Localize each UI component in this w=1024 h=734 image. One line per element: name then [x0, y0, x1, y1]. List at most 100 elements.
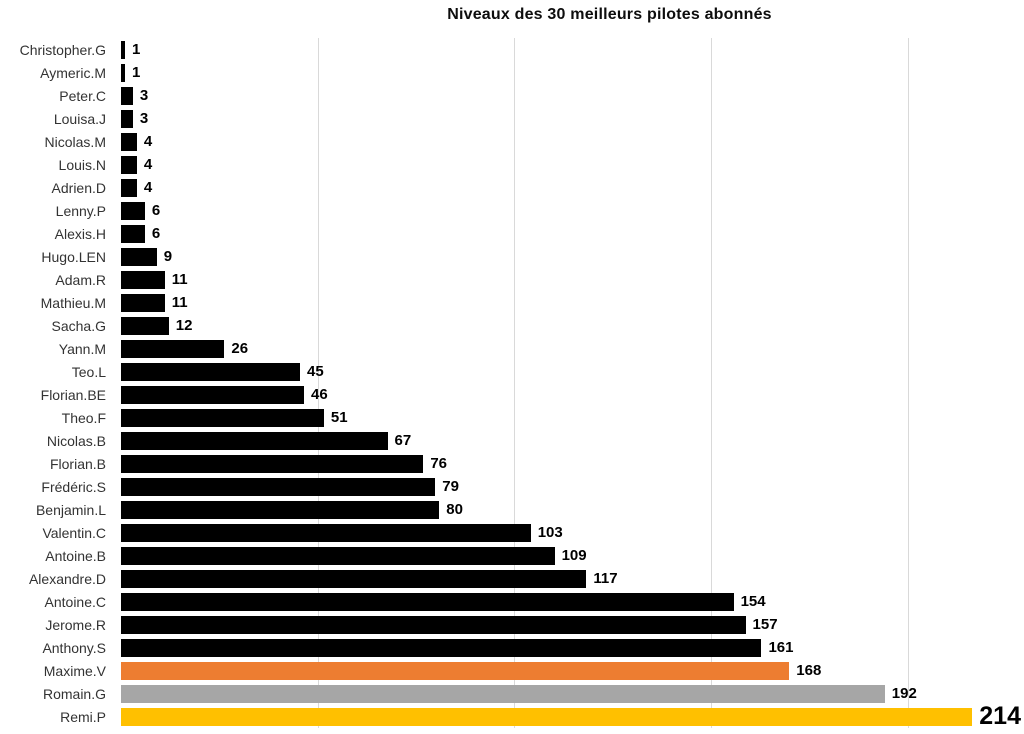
- bar: [121, 247, 157, 266]
- category-label: Adam.R: [55, 271, 106, 288]
- bar-track: 1: [121, 61, 1024, 84]
- bar: [121, 500, 440, 519]
- value-label: 4: [143, 133, 153, 150]
- bar: [121, 109, 133, 128]
- value-label: 67: [394, 432, 412, 449]
- table-row: Adam.R 11: [0, 268, 1024, 291]
- bar: [121, 569, 587, 588]
- category-label: Nicolas.B: [46, 432, 106, 449]
- category-label: Alexis.H: [54, 225, 106, 242]
- bar: [121, 178, 137, 197]
- bar-track: 117: [121, 567, 1024, 590]
- bar-track: 11: [121, 291, 1024, 314]
- value-label: 4: [143, 179, 153, 196]
- value-label: 46: [310, 386, 328, 403]
- bar-track: 1: [121, 38, 1024, 61]
- category-label: Florian.B: [49, 455, 106, 472]
- table-row: Alexis.H 6: [0, 222, 1024, 245]
- bar: [121, 454, 424, 473]
- value-label: 11: [171, 271, 188, 288]
- bar-track: 214: [121, 704, 1024, 729]
- chart-title: Niveaux des 30 meilleurs pilotes abonnés: [447, 6, 772, 23]
- gridline: [907, 38, 909, 728]
- bar: [121, 86, 133, 105]
- table-row: Alexandre.D 117: [0, 567, 1024, 590]
- category-label: Theo.F: [61, 409, 106, 426]
- table-row: Maxime.V 168: [0, 659, 1024, 682]
- category-label: Nicolas.M: [44, 133, 106, 150]
- bar: [121, 40, 125, 59]
- bar-track: 103: [121, 521, 1024, 544]
- value-label: 109: [561, 547, 587, 564]
- bar: [121, 132, 137, 151]
- table-row: Peter.C 3: [0, 84, 1024, 107]
- bar: [121, 546, 555, 565]
- table-row: Sacha.G 12: [0, 314, 1024, 337]
- table-row: Adrien.D 4: [0, 176, 1024, 199]
- bar: [121, 707, 973, 726]
- table-row: Remi.P 214: [0, 704, 1024, 729]
- bar-track: 79: [121, 475, 1024, 498]
- category-label: Hugo.LEN: [41, 248, 106, 265]
- value-label: 12: [175, 317, 193, 334]
- table-row: Louisa.J 3: [0, 107, 1024, 130]
- value-label: 6: [151, 202, 161, 219]
- bar-track: 109: [121, 544, 1024, 567]
- table-row: Benjamin.L 80: [0, 498, 1024, 521]
- category-label: Mathieu.M: [40, 294, 106, 311]
- value-label: 157: [752, 616, 778, 633]
- value-label: 1: [131, 41, 141, 58]
- gridline: [711, 38, 713, 728]
- table-row: Antoine.C 154: [0, 590, 1024, 613]
- bar-track: 6: [121, 199, 1024, 222]
- value-label: 6: [151, 225, 161, 242]
- category-label: Alexandre.D: [28, 570, 106, 587]
- bar: [121, 339, 225, 358]
- category-label: Yann.M: [58, 340, 106, 357]
- plot-area: Christopher.G 1 Aymeric.M 1 Peter.C 3 Louisa.J…: [0, 38, 1024, 729]
- bar-track: 154: [121, 590, 1024, 613]
- category-label: Maxime.V: [43, 662, 106, 679]
- bar-track: 26: [121, 337, 1024, 360]
- gridlines: [121, 38, 1014, 728]
- bar-track: 4: [121, 153, 1024, 176]
- table-row: Lenny.P 6: [0, 199, 1024, 222]
- table-row: Mathieu.M 11: [0, 291, 1024, 314]
- category-label: Louis.N: [58, 156, 106, 173]
- bar-track: 192: [121, 682, 1024, 705]
- table-row: Valentin.C 103: [0, 521, 1024, 544]
- bar: [121, 63, 125, 82]
- bar-track: 12: [121, 314, 1024, 337]
- category-label: Frédéric.S: [41, 478, 106, 495]
- bar: [121, 684, 885, 703]
- bar: [121, 385, 304, 404]
- category-label: Antoine.B: [45, 547, 106, 564]
- bar: [121, 638, 762, 657]
- value-label: 103: [537, 524, 563, 541]
- category-label: Romain.G: [42, 685, 106, 702]
- bar: [121, 431, 388, 450]
- bar: [121, 155, 137, 174]
- bar-track: 4: [121, 130, 1024, 153]
- table-row: Teo.L 45: [0, 360, 1024, 383]
- table-row: Theo.F 51: [0, 406, 1024, 429]
- category-label: Remi.P: [60, 708, 106, 725]
- bar-track: 76: [121, 452, 1024, 475]
- value-label: 117: [593, 570, 618, 587]
- bar-track: 80: [121, 498, 1024, 521]
- table-row: Frédéric.S 79: [0, 475, 1024, 498]
- bar: [121, 592, 734, 611]
- bar-track: 51: [121, 406, 1024, 429]
- bar-track: 9: [121, 245, 1024, 268]
- category-label: Antoine.C: [44, 593, 106, 610]
- bar-track: 157: [121, 613, 1024, 636]
- value-label: 192: [891, 685, 917, 702]
- table-row: Florian.BE 46: [0, 383, 1024, 406]
- category-label: Lenny.P: [55, 202, 106, 219]
- bar-track: 161: [121, 636, 1024, 659]
- category-label: Christopher.G: [19, 41, 106, 58]
- bar: [121, 523, 531, 542]
- category-label: Jerome.R: [45, 616, 106, 633]
- category-label: Anthony.S: [42, 639, 106, 656]
